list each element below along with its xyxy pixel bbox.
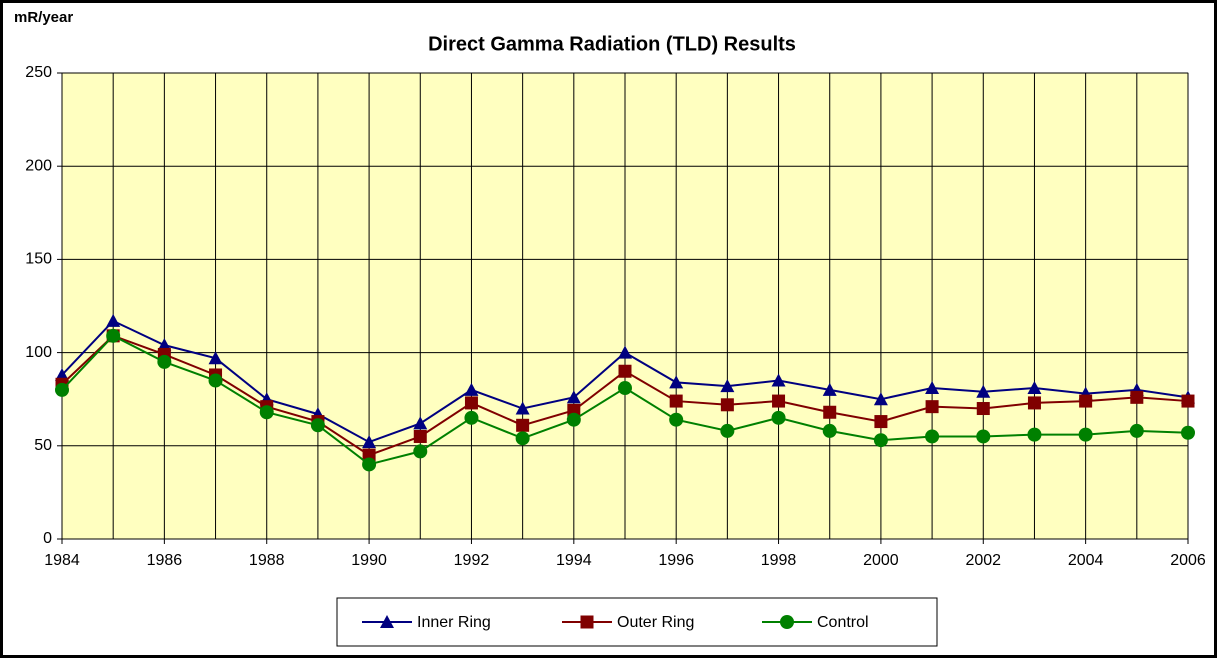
marker xyxy=(55,367,69,381)
marker xyxy=(976,402,990,416)
marker xyxy=(157,338,172,352)
x-tick-label: 1988 xyxy=(249,552,285,569)
marker xyxy=(464,410,479,425)
marker xyxy=(413,416,428,430)
marker xyxy=(925,381,940,395)
marker xyxy=(55,382,69,397)
marker xyxy=(720,379,735,393)
marker xyxy=(362,457,377,472)
marker xyxy=(1129,423,1144,438)
y-tick-label: 200 xyxy=(25,157,52,174)
marker xyxy=(380,615,394,628)
marker xyxy=(1027,427,1042,442)
legend-label: Inner Ring xyxy=(417,614,491,631)
marker xyxy=(822,382,837,396)
x-tick-label: 1986 xyxy=(147,552,183,569)
y-tick-label: 150 xyxy=(25,251,52,268)
marker xyxy=(516,418,530,432)
marker xyxy=(873,433,888,448)
x-tick-label: 2004 xyxy=(1068,552,1104,569)
y-tick-label: 0 xyxy=(43,530,52,547)
marker xyxy=(823,405,837,419)
marker xyxy=(618,345,632,359)
marker xyxy=(106,313,121,327)
marker xyxy=(925,429,940,444)
y-tick-label: 100 xyxy=(25,344,52,361)
marker xyxy=(976,384,991,398)
marker xyxy=(720,423,735,438)
marker xyxy=(925,400,939,414)
x-tick-label: 1990 xyxy=(351,552,387,569)
marker xyxy=(1079,394,1093,408)
marker xyxy=(771,373,786,387)
marker xyxy=(873,392,888,406)
chart-title: Direct Gamma Radiation (TLD) Results xyxy=(428,33,796,55)
x-tick-label: 1994 xyxy=(556,552,592,569)
marker xyxy=(669,412,684,427)
marker xyxy=(515,431,530,446)
legend-label: Control xyxy=(817,614,869,631)
marker xyxy=(771,410,786,425)
marker xyxy=(157,354,172,369)
marker xyxy=(1130,390,1144,404)
marker xyxy=(1027,381,1042,395)
x-tick-label: 1992 xyxy=(454,552,490,569)
x-tick-label: 1998 xyxy=(761,552,797,569)
marker xyxy=(976,429,991,444)
marker xyxy=(618,364,632,378)
marker xyxy=(413,429,427,443)
marker xyxy=(669,394,683,408)
legend-label: Outer Ring xyxy=(617,614,694,631)
y-tick-label: 50 xyxy=(34,437,52,454)
marker xyxy=(1078,427,1093,442)
marker xyxy=(1027,396,1041,410)
marker xyxy=(566,390,581,404)
marker xyxy=(259,405,274,420)
marker xyxy=(208,351,223,365)
marker xyxy=(362,435,377,449)
marker xyxy=(580,615,594,629)
marker xyxy=(874,415,888,429)
marker xyxy=(780,615,794,629)
x-tick-label: 2002 xyxy=(965,552,1001,569)
y-tick-label: 250 xyxy=(25,64,52,81)
legend-box xyxy=(336,597,938,647)
y-axis-label: mR/year xyxy=(14,9,73,26)
marker xyxy=(464,382,479,396)
marker xyxy=(566,412,581,427)
marker xyxy=(669,375,684,389)
marker xyxy=(310,418,325,433)
marker xyxy=(515,401,530,415)
marker xyxy=(413,444,428,459)
x-tick-label: 1996 xyxy=(658,552,694,569)
marker xyxy=(772,394,786,408)
marker xyxy=(720,398,734,412)
x-tick-label: 2006 xyxy=(1170,552,1206,569)
marker xyxy=(106,328,121,343)
marker xyxy=(618,381,632,396)
marker xyxy=(1181,394,1195,408)
x-tick-label: 2000 xyxy=(863,552,899,569)
marker xyxy=(208,373,223,388)
marker xyxy=(822,423,837,438)
marker xyxy=(1181,425,1195,440)
x-tick-label: 1984 xyxy=(44,552,80,569)
marker xyxy=(464,396,478,410)
